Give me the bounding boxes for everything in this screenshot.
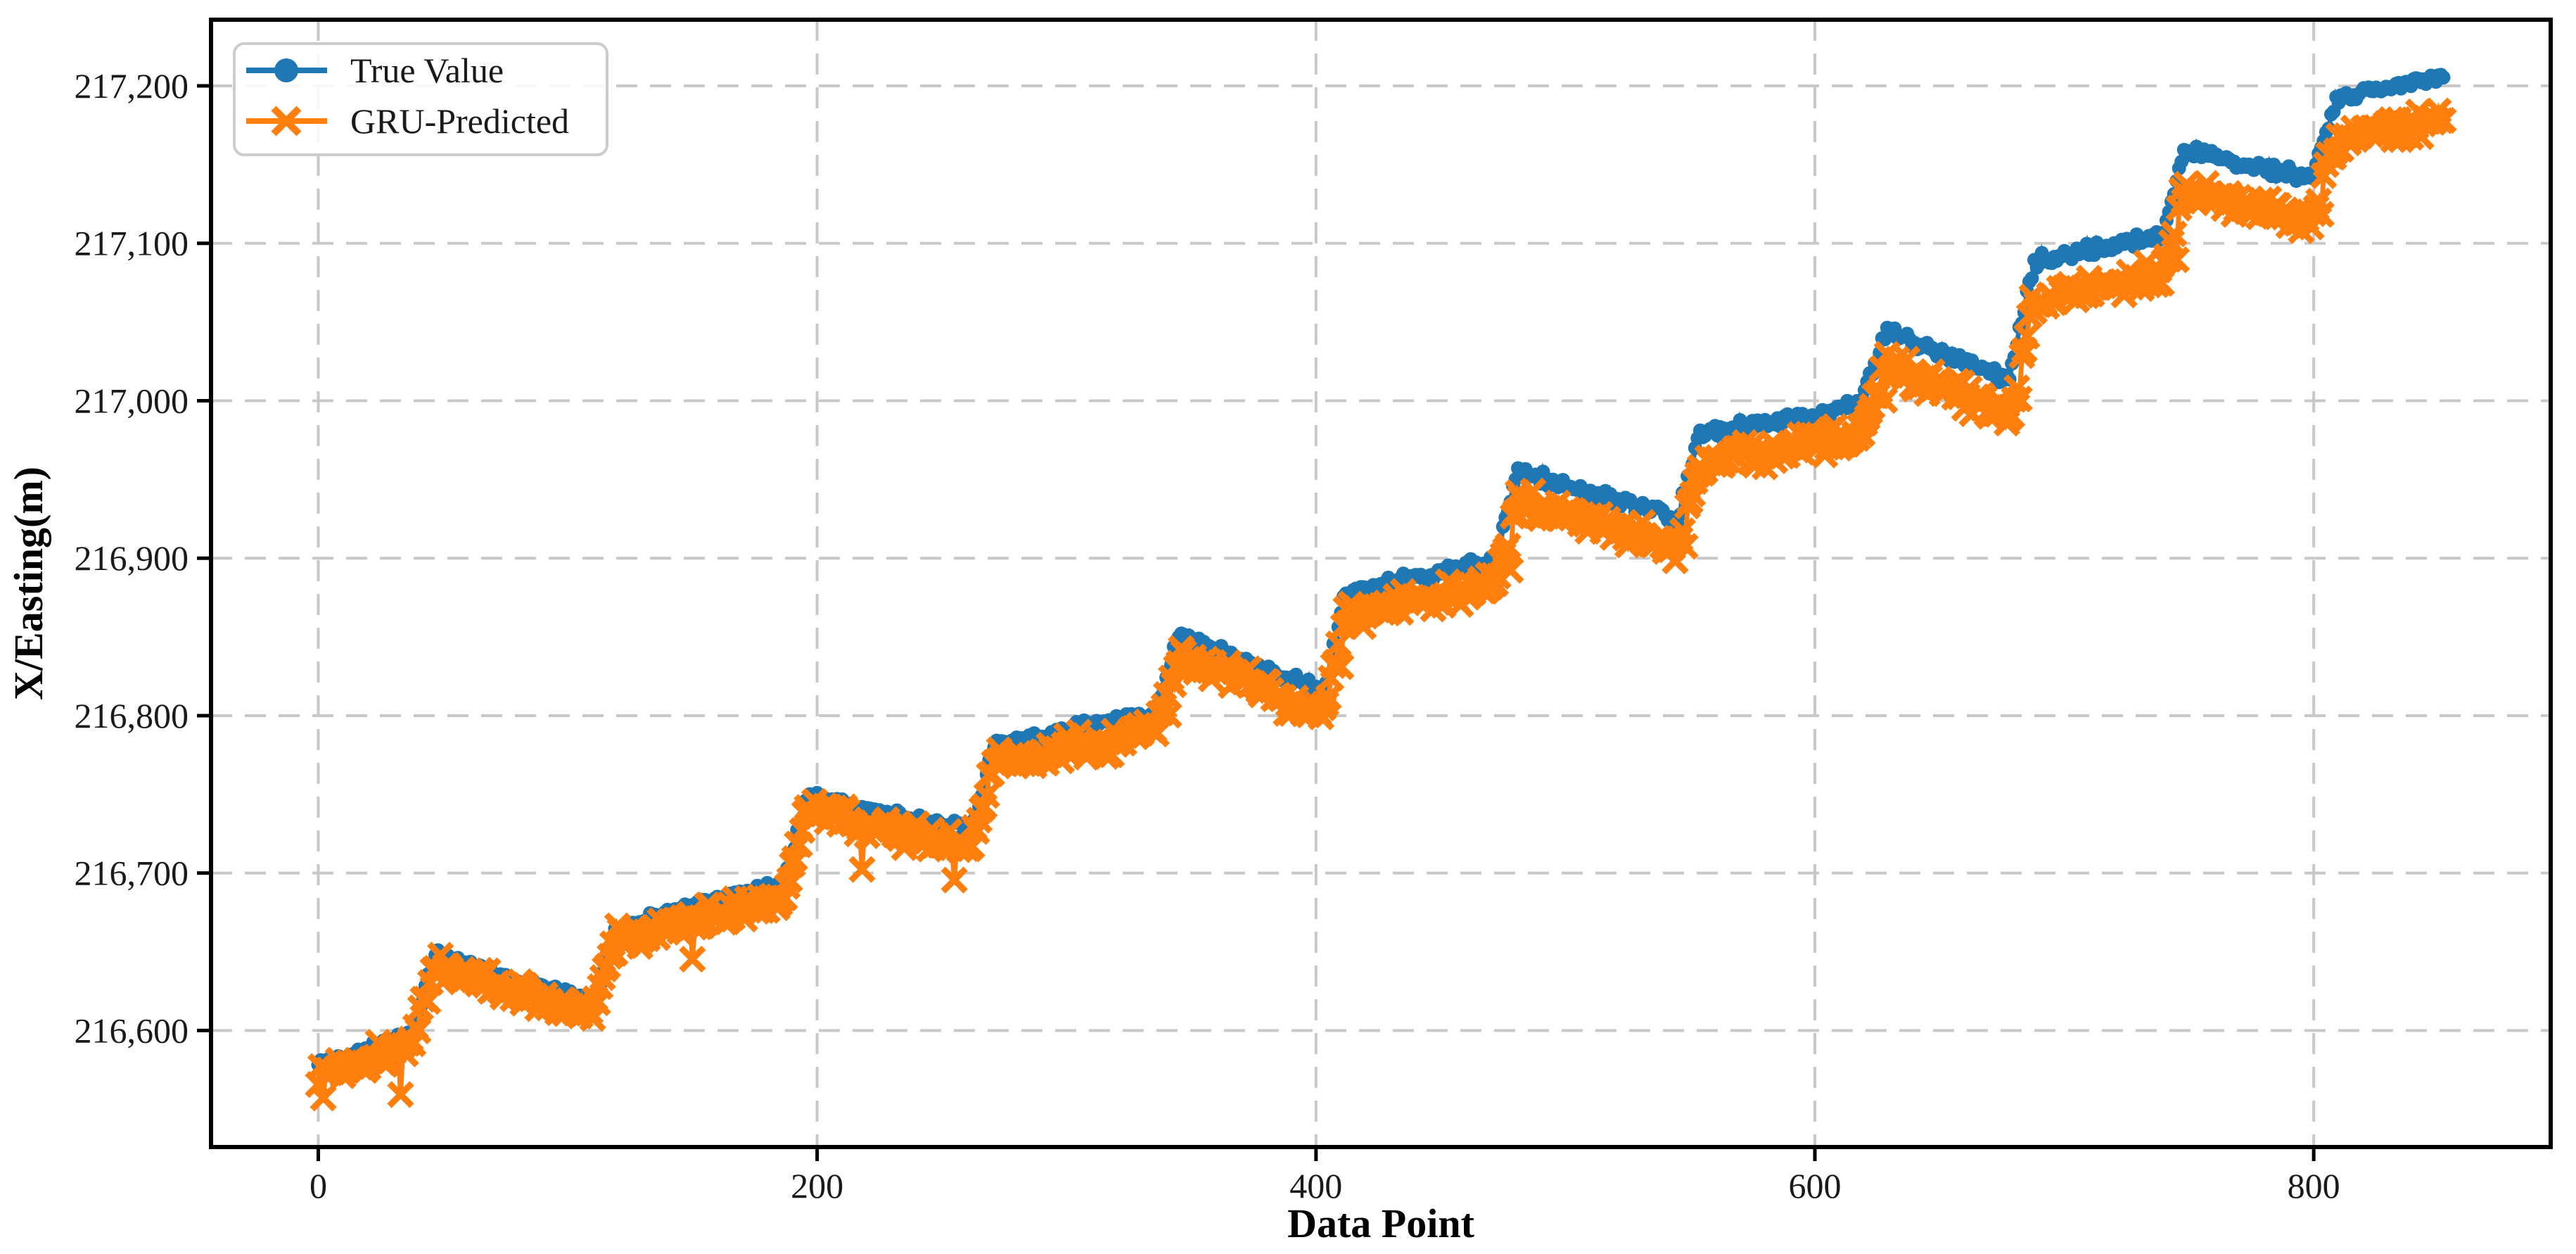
x-tick-label: 0: [310, 1166, 327, 1205]
y-tick-label: 216,600: [75, 1011, 189, 1050]
legend-label-true: True Value: [350, 51, 504, 90]
legend-entry-true: True Value: [246, 51, 504, 90]
y-tick-label: 216,900: [75, 538, 189, 578]
x-axis-title: Data Point: [1287, 1201, 1475, 1246]
axis-tick-labels: 216,600 216,700 216,800 216,900 217,000 217,1…: [75, 66, 2340, 1205]
x-tick-label: 800: [2288, 1166, 2340, 1205]
legend: True Value GRU-Predicted: [233, 42, 608, 156]
legend-entry-predicted: GRU-Predicted: [246, 101, 569, 141]
true-value-markers: [311, 68, 2451, 1073]
axis-ticks: [197, 84, 2316, 1161]
legend-label-predicted: GRU-Predicted: [350, 101, 569, 141]
y-tick-label: 217,200: [75, 66, 189, 106]
x-tick-label: 200: [791, 1166, 843, 1205]
legend-x-marker-icon: [271, 106, 302, 137]
y-tick-label: 216,700: [75, 854, 189, 893]
legend-circle-marker-icon: [274, 58, 298, 82]
x-tick-label: 400: [1289, 1166, 1342, 1205]
y-tick-label: 217,100: [75, 224, 189, 263]
legend-box: [233, 42, 608, 156]
data-series: [305, 68, 2457, 1112]
x-tick-label: 600: [1788, 1166, 1841, 1205]
predicted-markers: [305, 97, 2457, 1112]
y-tick-label: 216,800: [75, 696, 189, 735]
y-axis-title: X/Easting(m): [6, 467, 51, 700]
plot-frame: [209, 18, 2553, 1149]
y-tick-label: 217,000: [75, 381, 189, 420]
